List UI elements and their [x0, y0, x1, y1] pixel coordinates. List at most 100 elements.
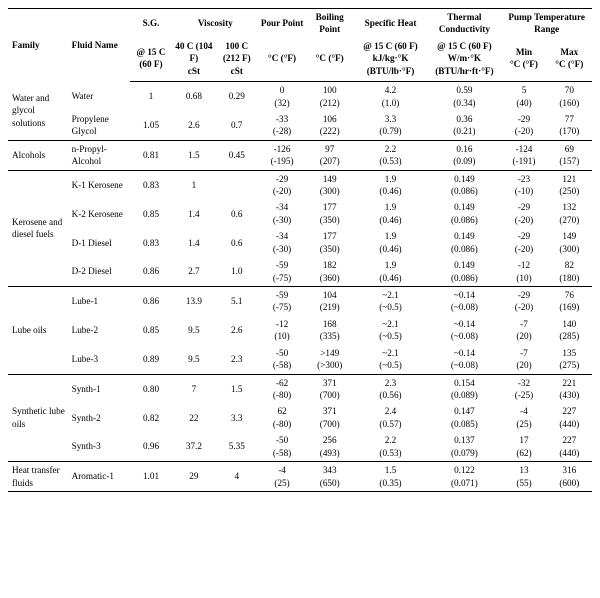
- cell-tmax: 140(285): [547, 316, 592, 345]
- hdr-tmin: Min°C (°F): [501, 38, 546, 82]
- cell-sg: 0.80: [130, 374, 173, 403]
- table-row: Lube-20.859.52.6-12(10)168(335)~2.1(~0.5…: [8, 316, 592, 345]
- table-row: Kerosene and diesel fuelsK-1 Kerosene0.8…: [8, 170, 592, 199]
- cell-tmax: 82(180): [547, 257, 592, 286]
- cell-sheat: ~2.1(~0.5): [354, 345, 428, 374]
- cell-sheat: 2.4(0.57): [354, 403, 428, 432]
- cell-tmax: 76(169): [547, 287, 592, 316]
- cell-pour: -34(-30): [258, 228, 306, 257]
- hdr-tmax: Max°C (°F): [547, 38, 592, 82]
- cell-boil: 256(493): [306, 432, 354, 461]
- cell-boil: 106(222): [306, 111, 354, 140]
- cell-tmin: -124(-191): [501, 140, 546, 170]
- cell-v40: 2.6: [172, 111, 215, 140]
- cell-tmin: -32(-25): [501, 374, 546, 403]
- cell-boil: 97(207): [306, 140, 354, 170]
- cell-tmax: 227(440): [547, 432, 592, 461]
- hdr-family: Family: [8, 9, 68, 82]
- cell-fluid: Lube-2: [68, 316, 130, 345]
- cell-sheat: ~2.1(~0.5): [354, 287, 428, 316]
- cell-v40: 1.4: [172, 228, 215, 257]
- cell-v40: 2.7: [172, 257, 215, 286]
- cell-boil: 168(335): [306, 316, 354, 345]
- cell-v100: 5.1: [215, 287, 258, 316]
- cell-sheat: ~2.1(~0.5): [354, 316, 428, 345]
- cell-sheat: 1.9(0.46): [354, 199, 428, 228]
- hdr-boil: Boiling Point: [306, 9, 354, 38]
- hdr-v100: 100 C (212 F)cSt: [215, 38, 258, 82]
- cell-fluid: Synth-3: [68, 432, 130, 461]
- cell-tmin: 5(40): [501, 82, 546, 111]
- table-row: Synth-20.82223.362(-80)371(700)2.4(0.57)…: [8, 403, 592, 432]
- cell-sg: 0.86: [130, 257, 173, 286]
- table-row: K-2 Kerosene0.851.40.6-34(-30)177(350)1.…: [8, 199, 592, 228]
- cell-tmin: -4(25): [501, 403, 546, 432]
- cell-sheat: 1.9(0.46): [354, 170, 428, 199]
- cell-sheat: 3.3(0.79): [354, 111, 428, 140]
- cell-tcond: ~0.14(~0.08): [427, 345, 501, 374]
- cell-tmin: -12(10): [501, 257, 546, 286]
- cell-pour: -33(-28): [258, 111, 306, 140]
- table-row: Synth-30.9637.25.35-50(-58)256(493)2.2(0…: [8, 432, 592, 461]
- cell-tmin: -29(-20): [501, 228, 546, 257]
- hdr-sheat2: @ 15 C (60 F)kJ/kg·°K (BTU/lb·°F): [354, 38, 428, 82]
- hdr-trange: Pump Temperature Range: [501, 9, 592, 38]
- cell-v100: 2.3: [215, 345, 258, 374]
- header-row-1: Family Fluid Name S.G. Viscosity Pour Po…: [8, 9, 592, 38]
- cell-family: Water and glycol solutions: [8, 82, 68, 141]
- cell-sheat: 2.3(0.56): [354, 374, 428, 403]
- cell-family: Kerosene and diesel fuels: [8, 170, 68, 286]
- hdr-sg2: @ 15 C (60 F): [130, 38, 173, 82]
- hdr-pour: Pour Point: [258, 9, 306, 38]
- cell-sg: 1: [130, 82, 173, 111]
- cell-pour: -29(-20): [258, 170, 306, 199]
- cell-boil: >149(>300): [306, 345, 354, 374]
- table-row: Alcoholsn-Propyl-Alcohol0.811.50.45-126(…: [8, 140, 592, 170]
- cell-tcond: ~0.14(~0.08): [427, 287, 501, 316]
- cell-v40: 22: [172, 403, 215, 432]
- cell-fluid: Water: [68, 82, 130, 111]
- cell-tmax: 227(440): [547, 403, 592, 432]
- table-body: Water and glycol solutionsWater10.680.29…: [8, 82, 592, 492]
- hdr-sg: S.G.: [130, 9, 173, 38]
- hdr-tcond: Thermal Conductivity: [427, 9, 501, 38]
- cell-pour: -126(-195): [258, 140, 306, 170]
- cell-tmin: -29(-20): [501, 199, 546, 228]
- hdr-visc: Viscosity: [172, 9, 258, 38]
- cell-v100: 1.5: [215, 374, 258, 403]
- cell-family: Lube oils: [8, 287, 68, 375]
- cell-tmin: -29(-20): [501, 111, 546, 140]
- cell-tmin: -23(-10): [501, 170, 546, 199]
- cell-tcond: 0.154(0.089): [427, 374, 501, 403]
- cell-v40: 1.4: [172, 199, 215, 228]
- cell-fluid: D-2 Diesel: [68, 257, 130, 286]
- hdr-v40: 40 C (104 F)cSt: [172, 38, 215, 82]
- cell-v40: 1.5: [172, 140, 215, 170]
- cell-tcond: 0.16(0.09): [427, 140, 501, 170]
- cell-tmax: 121(250): [547, 170, 592, 199]
- cell-tmax: 69(157): [547, 140, 592, 170]
- cell-v40: 29: [172, 462, 215, 492]
- cell-sg: 0.89: [130, 345, 173, 374]
- cell-sheat: 2.2(0.53): [354, 140, 428, 170]
- cell-sheat: 2.2(0.53): [354, 432, 428, 461]
- cell-boil: 100(212): [306, 82, 354, 111]
- table-row: D-2 Diesel0.862.71.0-59(-75)182(360)1.9(…: [8, 257, 592, 286]
- cell-boil: 149(300): [306, 170, 354, 199]
- cell-sg: 0.83: [130, 170, 173, 199]
- cell-family: Synthetic lube oils: [8, 374, 68, 462]
- cell-fluid: K-2 Kerosene: [68, 199, 130, 228]
- cell-tmax: 132(270): [547, 199, 592, 228]
- cell-v40: 37.2: [172, 432, 215, 461]
- table-row: Lube oilsLube-10.8613.95.1-59(-75)104(21…: [8, 287, 592, 316]
- cell-sg: 0.86: [130, 287, 173, 316]
- table-row: Propylene Glycol1.052.60.7-33(-28)106(22…: [8, 111, 592, 140]
- cell-tmin: 17(62): [501, 432, 546, 461]
- cell-sg: 1.05: [130, 111, 173, 140]
- cell-v100: [215, 170, 258, 199]
- cell-v100: 1.0: [215, 257, 258, 286]
- cell-tmin: -7(20): [501, 316, 546, 345]
- table-row: Lube-30.899.52.3-50(-58)>149(>300)~2.1(~…: [8, 345, 592, 374]
- cell-boil: 182(360): [306, 257, 354, 286]
- cell-fluid: Propylene Glycol: [68, 111, 130, 140]
